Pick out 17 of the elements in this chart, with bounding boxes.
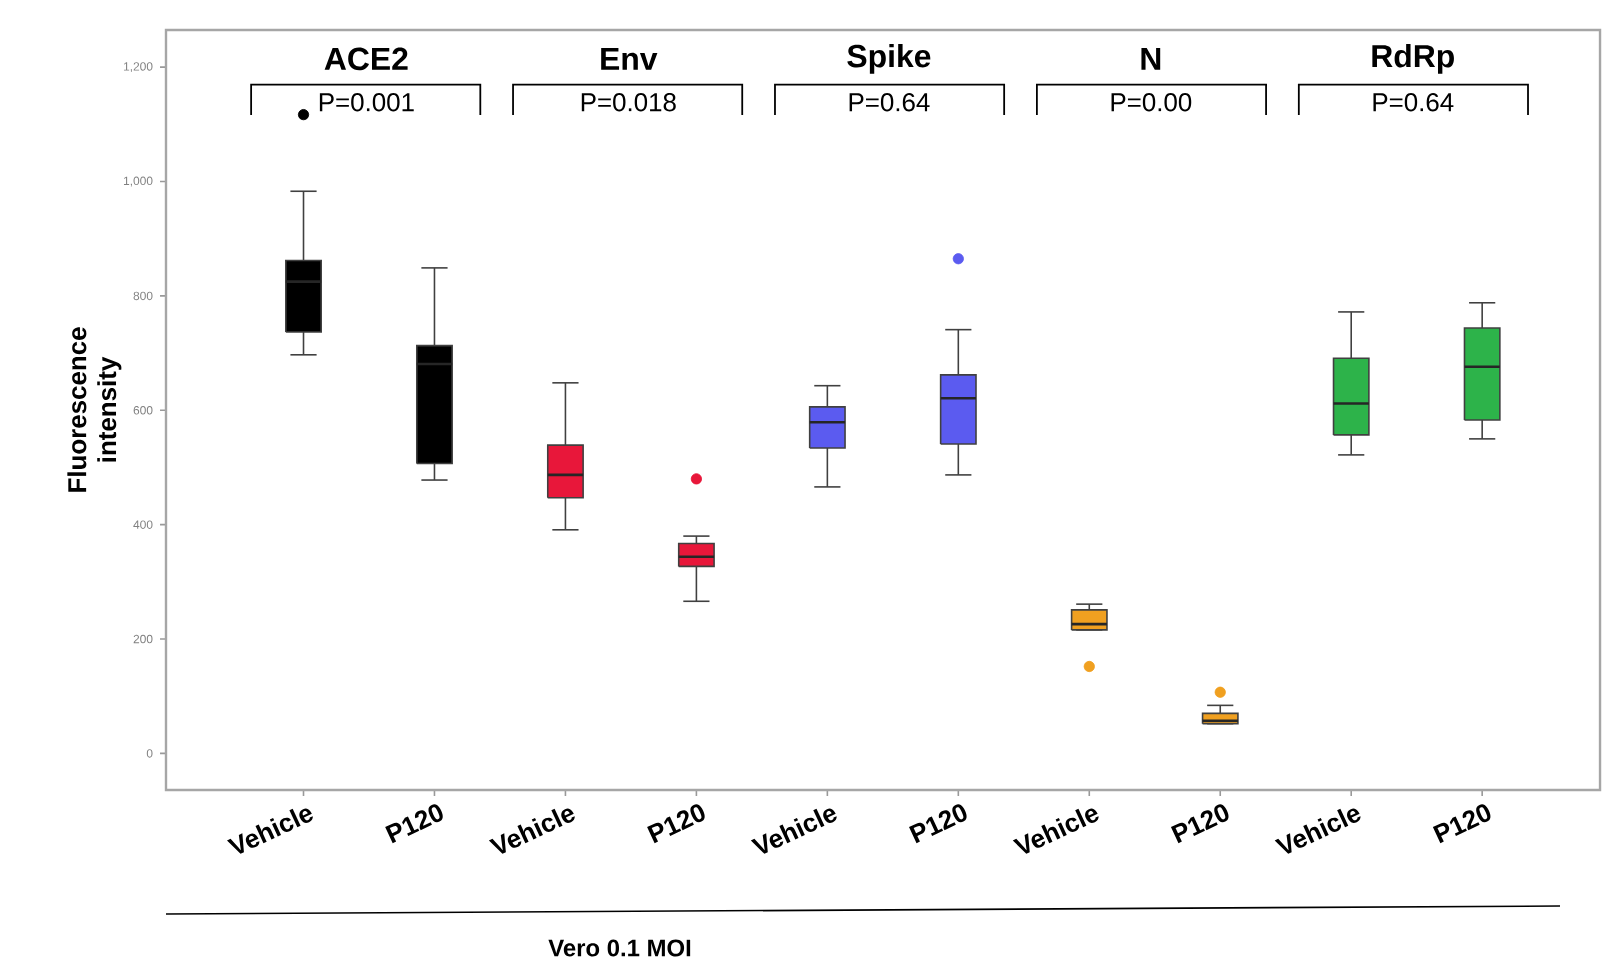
annotation: N bbox=[1141, 47, 1161, 70]
annotation: P=0.64 bbox=[849, 93, 930, 112]
annotation: P=0.64 bbox=[1373, 93, 1454, 112]
annotation: RdRp bbox=[1372, 44, 1454, 74]
annotation: Spike bbox=[847, 44, 931, 74]
annotation: Env bbox=[601, 47, 658, 70]
x-tick-label: P120 bbox=[647, 804, 705, 844]
x-tick-label: P120 bbox=[1432, 804, 1491, 844]
x-tick-label: P120 bbox=[909, 804, 967, 844]
x-tick-label: P120 bbox=[1170, 804, 1229, 844]
x-tick-label: P120 bbox=[385, 804, 443, 844]
annotation: ACE2 bbox=[324, 47, 408, 71]
x-axis-title: Vero 0.1 MOI bbox=[548, 939, 691, 957]
annotation: P=0.001 bbox=[319, 93, 414, 112]
y-axis-title: Fluorescence intensity bbox=[67, 327, 122, 492]
annotation: P=0.018 bbox=[581, 93, 676, 112]
annotation: P=0.00 bbox=[1111, 93, 1192, 112]
